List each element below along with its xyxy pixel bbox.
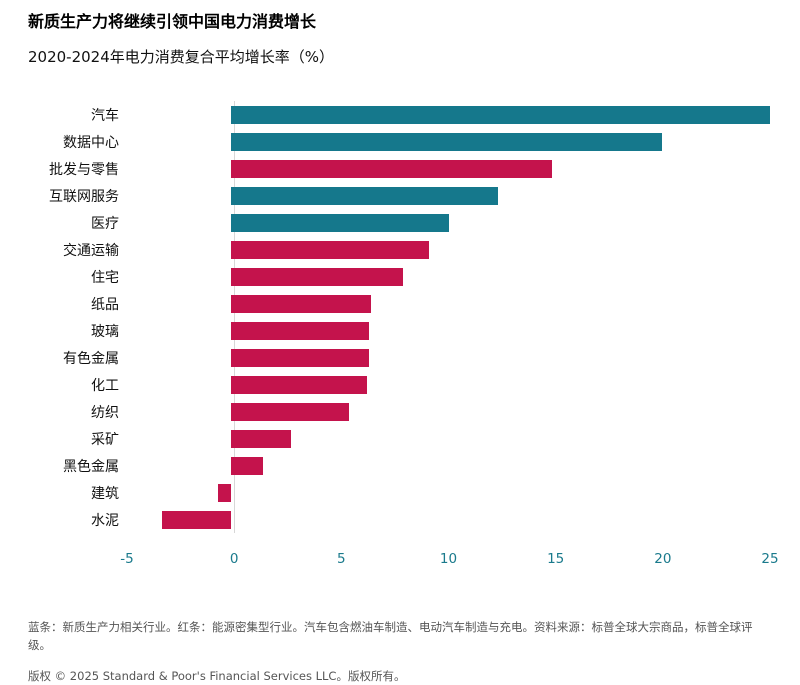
- chart-row: 玻璃: [28, 317, 770, 344]
- category-label: 医疗: [91, 215, 119, 232]
- chart-row: 黑色金属: [28, 452, 770, 479]
- chart-row: 建筑: [28, 479, 770, 506]
- chart-row: 数据中心: [28, 128, 770, 155]
- chart-rows: 汽车数据中心批发与零售互联网服务医疗交通运输住宅纸品玻璃有色金属化工纺织采矿黑色…: [28, 101, 770, 533]
- chart-subtitle: 2020-2024年电力消费复合平均增长率（%）: [28, 47, 335, 66]
- category-label: 互联网服务: [49, 188, 119, 205]
- bar-track: [123, 348, 770, 367]
- chart-row: 水泥: [28, 506, 770, 533]
- bar-energy-intensive: [230, 375, 367, 394]
- category-label: 化工: [91, 377, 119, 394]
- category-label: 汽车: [91, 107, 119, 124]
- bar-chart: 汽车数据中心批发与零售互联网服务医疗交通运输住宅纸品玻璃有色金属化工纺织采矿黑色…: [28, 101, 779, 569]
- bar-energy-intensive: [230, 240, 430, 259]
- bar-energy-intensive: [230, 402, 350, 421]
- bar-track: [123, 105, 770, 124]
- category-label: 批发与零售: [49, 161, 119, 178]
- category-label: 采矿: [91, 431, 119, 448]
- footnote: 蓝条：新质生产力相关行业。红条：能源密集型行业。汽车包含燃油车制造、电动汽车制造…: [28, 620, 753, 652]
- bar-new-productivity: [230, 186, 499, 205]
- category-label: 交通运输: [63, 242, 119, 259]
- x-axis: -5 0 5 10 15 20 25: [120, 545, 778, 569]
- chart-row: 汽车: [28, 101, 770, 128]
- chart-row: 纸品: [28, 290, 770, 317]
- bar-energy-intensive: [230, 159, 553, 178]
- category-label: 住宅: [91, 269, 119, 286]
- bar-track: [123, 402, 770, 421]
- bar-energy-intensive: [161, 510, 231, 529]
- bar-energy-intensive: [230, 348, 369, 367]
- bar-track: [123, 456, 770, 475]
- bar-energy-intensive: [230, 456, 264, 475]
- bar-track: [123, 267, 770, 286]
- bar-track: [123, 159, 770, 178]
- bar-track: [123, 375, 770, 394]
- chart-row: 互联网服务: [28, 182, 770, 209]
- category-label: 有色金属: [63, 350, 119, 367]
- chart-row: 住宅: [28, 263, 770, 290]
- category-label: 水泥: [91, 512, 119, 529]
- bar-energy-intensive: [230, 294, 371, 313]
- bar-track: [123, 429, 770, 448]
- chart-row: 批发与零售: [28, 155, 770, 182]
- chart-row: 化工: [28, 371, 770, 398]
- bar-new-productivity: [230, 105, 770, 124]
- bar-track: [123, 483, 770, 502]
- bar-track: [123, 510, 770, 529]
- copyright-line: 版权 © 2025 Standard & Poor's Financial Se…: [28, 668, 406, 683]
- chart-row: 采矿: [28, 425, 770, 452]
- category-label: 纸品: [91, 296, 119, 313]
- chart-title: 新质生产力将继续引领中国电力消费增长: [28, 12, 317, 31]
- bar-energy-intensive: [230, 429, 292, 448]
- chart-row: 纺织: [28, 398, 770, 425]
- bar-track: [123, 321, 770, 340]
- bar-energy-intensive: [230, 321, 369, 340]
- bar-track: [123, 186, 770, 205]
- category-label: 玻璃: [91, 323, 119, 340]
- x-tick-label: 0: [229, 551, 239, 568]
- x-tick-label: 20: [654, 551, 672, 568]
- x-tick-label: 5: [337, 551, 346, 568]
- category-label: 纺织: [91, 404, 119, 421]
- bar-energy-intensive: [217, 483, 231, 502]
- bar-new-productivity: [230, 213, 449, 232]
- category-label: 建筑: [91, 485, 119, 502]
- chart-row: 有色金属: [28, 344, 770, 371]
- bar-new-productivity: [230, 132, 663, 151]
- bar-track: [123, 240, 770, 259]
- category-label: 数据中心: [63, 134, 119, 151]
- bar-energy-intensive: [230, 267, 404, 286]
- x-tick-label: 25: [761, 551, 779, 568]
- chart-row: 交通运输: [28, 236, 770, 263]
- x-tick-label: -5: [120, 551, 134, 568]
- x-tick-label: 10: [439, 551, 458, 568]
- bar-track: [123, 213, 770, 232]
- category-label: 黑色金属: [63, 458, 119, 475]
- bar-track: [123, 294, 770, 313]
- x-tick-label: 15: [547, 551, 565, 568]
- bar-track: [123, 132, 770, 151]
- chart-row: 医疗: [28, 209, 770, 236]
